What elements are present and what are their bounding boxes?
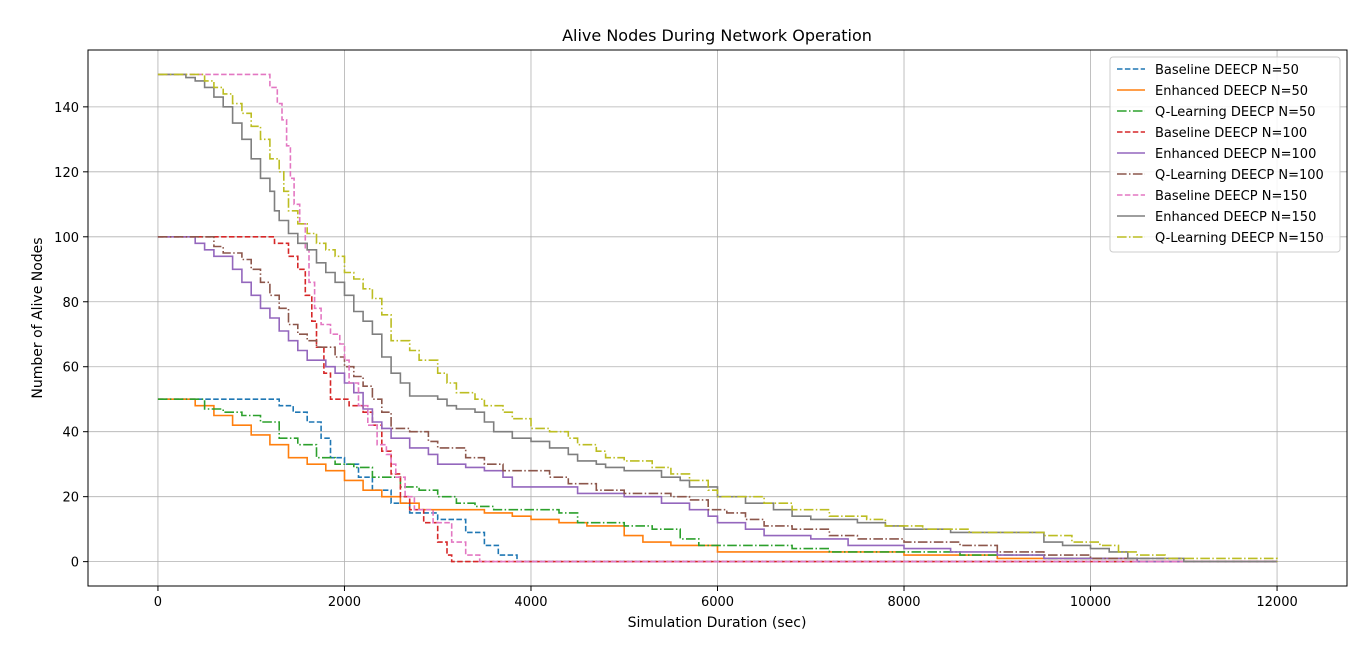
legend-label: Q-Learning DEECP N=150 [1155,231,1324,246]
legend-label: Enhanced DEECP N=50 [1155,84,1308,99]
legend-label: Enhanced DEECP N=100 [1155,147,1316,162]
series-line-5 [157,236,1278,563]
y-tick-label: 100 [54,231,79,246]
series-line-8 [157,73,1278,563]
legend-label: Q-Learning DEECP N=100 [1155,168,1324,183]
y-tick-label: 60 [62,361,79,376]
x-tick-label: 12000 [1256,595,1297,610]
x-tick-label: 6000 [701,595,734,610]
y-tick-label: 20 [62,491,79,506]
x-tick-label: 4000 [514,595,547,610]
series-line-1 [157,398,1278,563]
series-line-9 [157,73,1278,562]
series-line-7 [157,73,1278,563]
x-axis-label: Simulation Duration (sec) [628,615,807,631]
series-line-2 [157,398,1278,563]
series-line-6 [157,236,1278,563]
x-tick-label: 8000 [887,595,920,610]
y-tick-label: 40 [62,426,79,441]
legend-label: Baseline DEECP N=50 [1155,63,1299,78]
legend-label: Baseline DEECP N=100 [1155,126,1307,141]
y-tick-label: 140 [54,101,79,116]
legend-box [1109,56,1341,253]
legend: Baseline DEECP N=50 Enhanced DEECP N=50 Q-… [1109,56,1341,253]
chart-title: Alive Nodes During Network Operation [562,26,872,45]
x-tick-label: 0 [154,595,162,610]
legend-label: Baseline DEECP N=150 [1155,189,1307,204]
y-tick-label: 80 [62,296,79,311]
series-line-3 [157,398,1278,563]
x-tick-label: 2000 [328,595,361,610]
legend-label: Q-Learning DEECP N=50 [1155,105,1316,120]
series-lines [157,73,1278,563]
x-tick-label: 10000 [1070,595,1111,610]
grid-lines [88,50,1347,586]
y-axis-label: Number of Alive Nodes [30,237,46,398]
axis-ticks: 0 2000 4000 6000 8000 10000 12000 0 20 40 60 80 100 1… [54,101,1298,610]
y-tick-label: 0 [71,556,79,571]
legend-label: Enhanced DEECP N=150 [1155,210,1316,225]
y-tick-label: 120 [54,166,79,181]
